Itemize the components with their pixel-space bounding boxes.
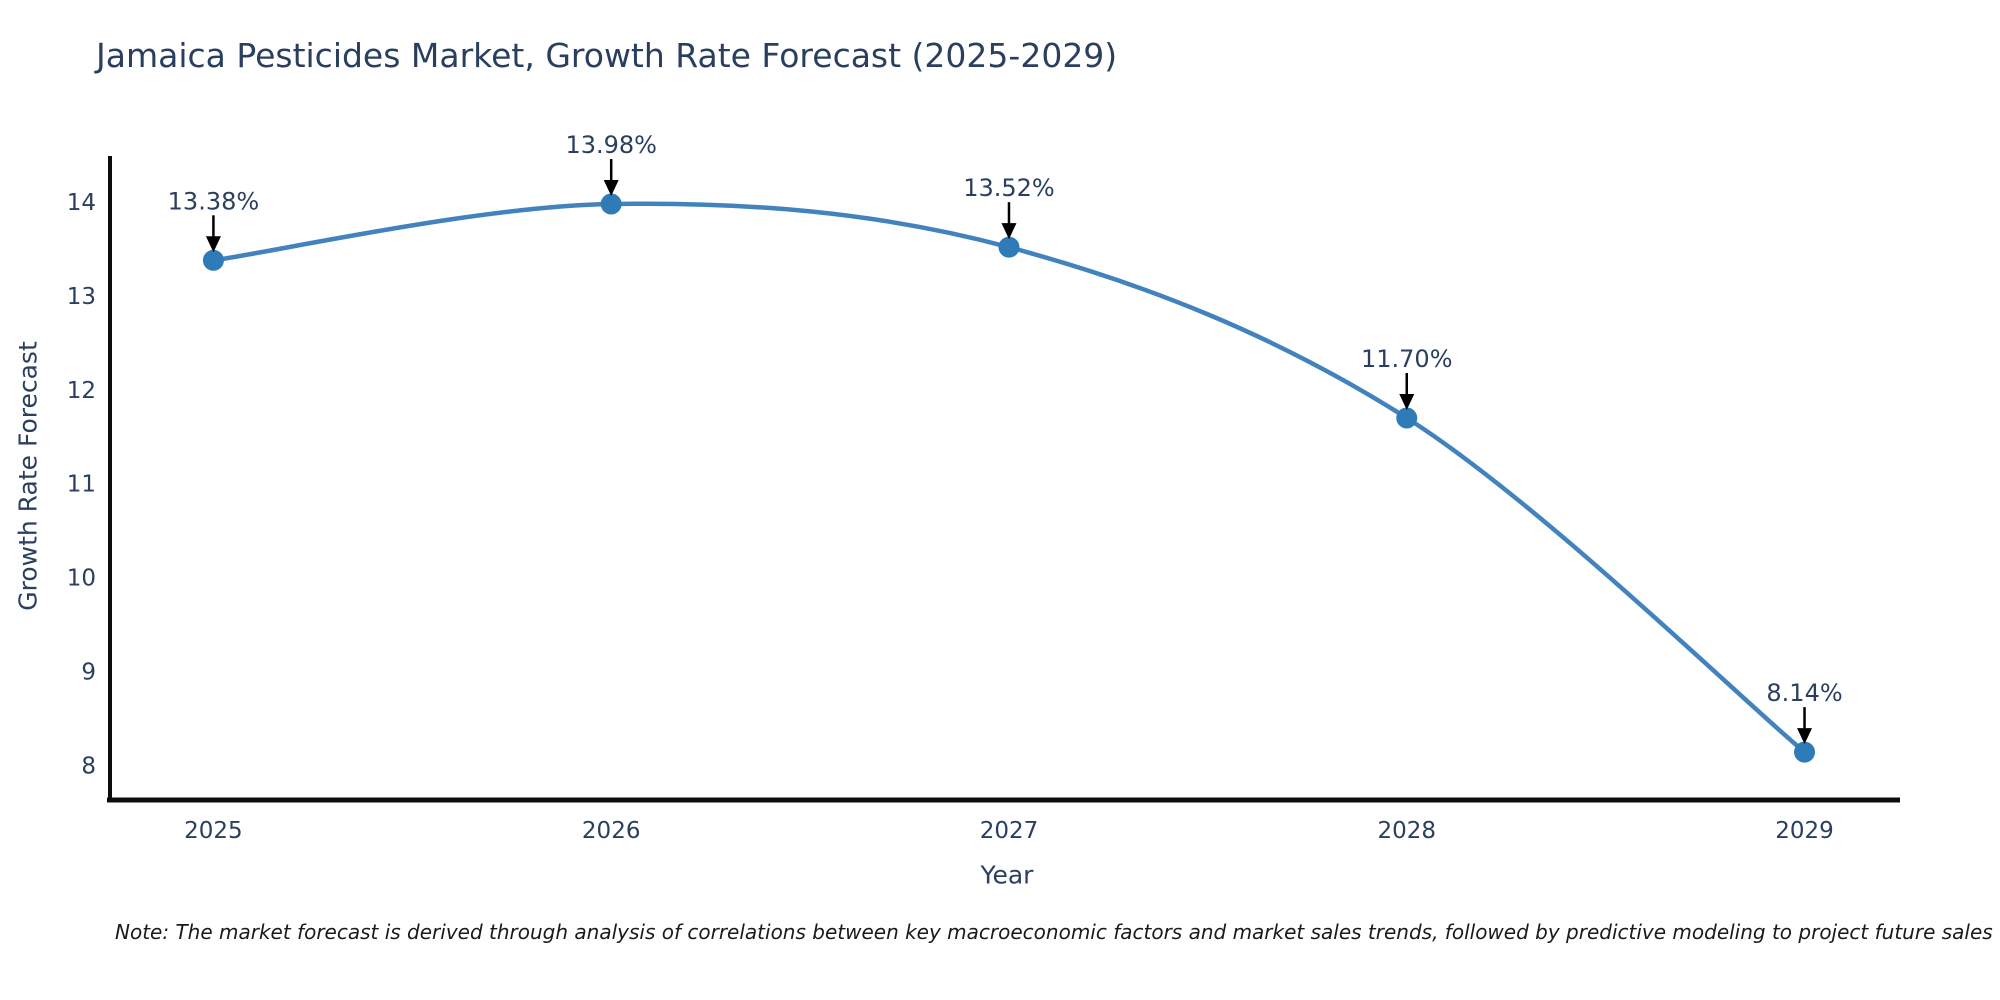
forecast-line [211, 201, 1807, 755]
point-annotation-label: 8.14% [1766, 679, 1842, 707]
annotation-arrowhead-icon [603, 179, 619, 196]
point-annotation-label: 13.38% [168, 187, 260, 215]
data-point-2027 [998, 236, 1020, 258]
y-tick-label: 12 [67, 378, 96, 404]
point-annotation-label: 13.52% [963, 174, 1055, 202]
chart-footnote: Note: The market forecast is derived thr… [115, 920, 1993, 944]
annotation-arrowhead-icon [1399, 393, 1415, 410]
y-tick-label: 11 [67, 472, 96, 498]
x-tick-label: 2028 [1377, 818, 1436, 844]
x-axis-title: Year [980, 860, 1034, 890]
point-annotation-label: 11.70% [1361, 345, 1453, 373]
data-point-2029 [1794, 741, 1816, 763]
chart-title: Jamaica Pesticides Market, Growth Rate F… [96, 36, 1118, 75]
annotation-arrowhead-icon [1001, 223, 1017, 240]
x-tick-label: 2025 [184, 818, 243, 844]
y-tick-label: 14 [67, 190, 96, 216]
y-tick-label: 9 [81, 659, 96, 685]
y-tick-label: 8 [81, 753, 96, 779]
data-point-2026 [600, 193, 622, 215]
y-tick-label: 13 [67, 284, 96, 310]
point-annotation-label: 13.98% [565, 131, 657, 159]
x-tick-label: 2027 [980, 818, 1039, 844]
annotation-arrowhead-icon [205, 236, 221, 253]
x-tick-label: 2026 [582, 818, 641, 844]
x-tick-label: 2029 [1775, 818, 1834, 844]
annotation-arrowhead-icon [1797, 728, 1813, 745]
y-tick-label: 10 [67, 566, 96, 592]
data-point-2025 [202, 249, 224, 271]
y-axis-title: Growth Rate Forecast [13, 341, 43, 611]
data-point-2028 [1396, 407, 1418, 429]
